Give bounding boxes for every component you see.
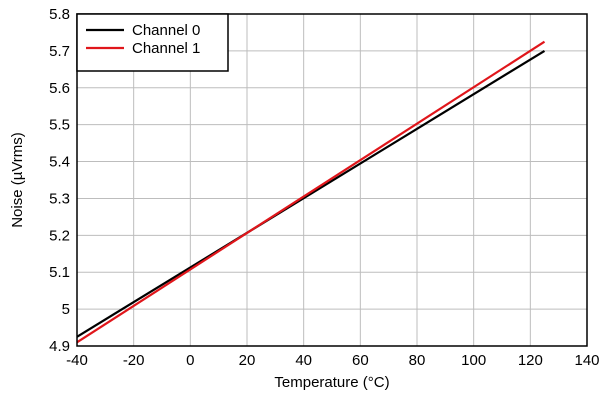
- series-line-channel-0: [76, 49, 546, 338]
- y-tick-label: 5.5: [49, 117, 70, 134]
- x-tick-labels: -40 -20 0 20 40 60 80 100 120 140: [66, 352, 599, 369]
- plot-frame: [76, 13, 588, 347]
- legend-entry-label: Channel 0: [132, 22, 200, 39]
- x-tick-label: 60: [352, 352, 369, 369]
- x-tick-label: 0: [186, 352, 194, 369]
- legend-entry-label: Channel 1: [132, 40, 200, 57]
- series-lines: [76, 40, 546, 344]
- legend-box: [76, 13, 229, 72]
- y-tick-label: 5.8: [49, 6, 70, 23]
- x-tick-label: 100: [461, 352, 486, 369]
- x-tick-label: 120: [518, 352, 543, 369]
- y-tick-label: 5.6: [49, 80, 70, 97]
- y-tick-label: 5.4: [49, 154, 70, 171]
- grid-lines: [77, 14, 587, 346]
- series-line-channel-1: [76, 40, 546, 344]
- y-tick-label: 4.9: [49, 338, 70, 355]
- x-axis-label: Temperature (°C): [274, 374, 389, 391]
- y-tick-label: 5.2: [49, 227, 70, 244]
- y-tick-label: 5.7: [49, 43, 70, 60]
- x-tick-label: -20: [123, 352, 145, 369]
- y-tick-label: 5.1: [49, 264, 70, 281]
- x-tick-label: 140: [574, 352, 599, 369]
- x-tick-label: 40: [295, 352, 312, 369]
- y-axis-label: Noise (µVrms): [9, 132, 26, 228]
- y-tick-labels: 4.9 5 5.1 5.2 5.3 5.4 5.5 5.6 5.7 5.8: [49, 6, 70, 355]
- x-tick-label: 20: [239, 352, 256, 369]
- x-tick-label: 80: [409, 352, 426, 369]
- x-tick-label: -40: [66, 352, 88, 369]
- y-tick-label: 5: [62, 301, 70, 318]
- y-tick-label: 5.3: [49, 190, 70, 207]
